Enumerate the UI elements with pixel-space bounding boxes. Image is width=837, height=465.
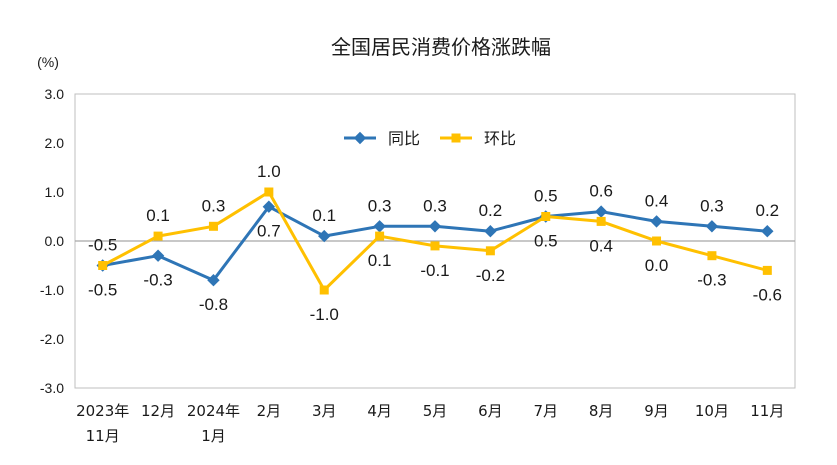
data-point-yoy xyxy=(262,200,276,213)
x-tick-label-line: 2月 xyxy=(257,402,282,420)
data-point-mom xyxy=(375,231,385,241)
legend: 同比 环比 xyxy=(344,129,516,148)
x-tick-label: 2月 xyxy=(257,402,282,420)
x-axis-categories: 2023年 11月 12月 2024年 1月 2月 3月 4月 5月 6月 7月 8月 9月 10月 11月 xyxy=(76,402,784,445)
x-tick-label-line: 9月 xyxy=(644,402,669,420)
x-tick-label: 5月 xyxy=(423,402,448,420)
y-tick-label: 1.0 xyxy=(45,184,65,200)
y-axis-ticks: 3.0 2.0 1.0 0.0 -1.0 -2.0 -3.0 xyxy=(40,86,64,396)
data-point-mom xyxy=(208,221,218,231)
data-point-yoy xyxy=(484,224,497,238)
x-tick-label-line: 6月 xyxy=(478,402,503,420)
data-label-yoy: -0.5 xyxy=(88,281,117,300)
data-point-mom xyxy=(430,241,440,251)
x-tick-label: 2024年 1月 xyxy=(187,402,240,445)
data-label-yoy: 0.4 xyxy=(645,191,669,210)
legend-label-mom: 环比 xyxy=(484,129,516,148)
data-label-mom: -0.3 xyxy=(697,271,726,290)
legend-marker-mom xyxy=(451,133,461,143)
x-tick-label-line: 1月 xyxy=(201,427,226,445)
data-point-mom xyxy=(762,265,772,275)
data-label-mom: 1.0 xyxy=(257,162,281,181)
data-point-mom xyxy=(264,187,274,197)
data-label-mom: -1.0 xyxy=(310,305,339,324)
x-tick-label: 8月 xyxy=(589,402,614,420)
data-point-mom xyxy=(707,251,717,261)
y-tick-label: 3.0 xyxy=(45,86,65,102)
data-label-mom: -0.5 xyxy=(88,236,117,255)
legend-item-mom: 环比 xyxy=(440,129,516,148)
legend-label-yoy: 同比 xyxy=(388,129,420,148)
x-tick-label: 12月 xyxy=(141,402,175,420)
series-group xyxy=(96,187,774,295)
data-point-mom xyxy=(541,212,551,221)
chart-title: 全国居民消费价格涨跌幅 xyxy=(331,35,551,59)
x-tick-label: 2023年 11月 xyxy=(76,402,129,445)
data-labels-group: -0.5 -0.3 -0.8 0.7 0.1 0.3 0.3 0.2 0.5 0.6 0.4 0.3 0… xyxy=(88,162,782,324)
data-label-yoy: 0.2 xyxy=(755,201,779,220)
data-label-yoy: 0.7 xyxy=(257,222,281,241)
x-tick-label-line: 3月 xyxy=(312,402,337,420)
data-point-mom xyxy=(98,261,108,270)
data-label-yoy: 0.3 xyxy=(700,196,724,215)
data-point-mom xyxy=(319,285,329,295)
data-point-mom xyxy=(596,216,606,226)
data-point-yoy xyxy=(151,249,165,262)
data-point-yoy xyxy=(318,229,331,243)
data-point-mom xyxy=(485,246,495,256)
data-label-mom: 0.4 xyxy=(589,236,613,255)
data-point-mom xyxy=(652,236,662,246)
x-tick-label-line: 2024年 xyxy=(187,402,240,420)
y-tick-label: -2.0 xyxy=(40,331,64,347)
data-point-yoy xyxy=(207,273,220,287)
data-label-mom: -0.6 xyxy=(753,285,782,304)
x-tick-label-line: 8月 xyxy=(589,402,614,420)
x-tick-label-line: 12月 xyxy=(141,402,175,420)
y-tick-label: -1.0 xyxy=(40,282,64,298)
x-tick-label-line: 4月 xyxy=(367,402,392,420)
data-label-yoy: -0.8 xyxy=(199,295,228,314)
x-tick-label-line: 7月 xyxy=(533,402,558,420)
data-point-mom xyxy=(153,231,163,241)
y-axis-unit: (%) xyxy=(37,54,59,70)
data-label-yoy: -0.3 xyxy=(143,271,172,290)
series-mom xyxy=(98,187,772,295)
data-label-mom: 0.3 xyxy=(202,196,226,215)
data-label-mom: 0.5 xyxy=(534,232,558,251)
data-point-yoy xyxy=(428,220,442,233)
x-tick-label-line: 2023年 xyxy=(76,402,129,420)
legend-item-yoy: 同比 xyxy=(344,129,420,148)
legend-marker-yoy xyxy=(353,131,367,145)
data-label-mom: 0.1 xyxy=(146,206,170,225)
x-tick-label: 6月 xyxy=(478,402,503,420)
data-label-mom: 0.0 xyxy=(645,256,669,275)
y-tick-label: 2.0 xyxy=(45,135,65,151)
data-point-yoy xyxy=(705,220,719,233)
y-tick-label: -3.0 xyxy=(40,380,64,396)
x-tick-label-line: 11月 xyxy=(750,402,784,420)
data-label-yoy: 0.3 xyxy=(368,196,392,215)
data-label-yoy: 0.6 xyxy=(589,182,613,201)
x-tick-label: 11月 xyxy=(750,402,784,420)
data-label-mom: 0.1 xyxy=(368,251,392,270)
data-label-yoy: 0.1 xyxy=(312,206,336,225)
x-tick-label: 7月 xyxy=(533,402,558,420)
x-tick-label-line: 5月 xyxy=(423,402,448,420)
data-label-yoy: 0.2 xyxy=(479,201,503,220)
data-point-yoy xyxy=(650,215,663,228)
x-tick-label: 4月 xyxy=(367,402,392,420)
data-label-yoy: 0.3 xyxy=(423,196,447,215)
data-point-yoy xyxy=(761,224,774,238)
x-tick-label: 10月 xyxy=(695,402,729,420)
x-tick-label: 9月 xyxy=(644,402,669,420)
data-label-yoy: 0.5 xyxy=(534,187,558,206)
data-label-mom: -0.2 xyxy=(476,266,505,285)
x-tick-label-line: 11月 xyxy=(86,427,120,445)
y-tick-label: 0.0 xyxy=(45,233,65,249)
data-label-mom: -0.1 xyxy=(420,261,449,280)
x-tick-label: 3月 xyxy=(312,402,337,420)
x-tick-label-line: 10月 xyxy=(695,402,729,420)
